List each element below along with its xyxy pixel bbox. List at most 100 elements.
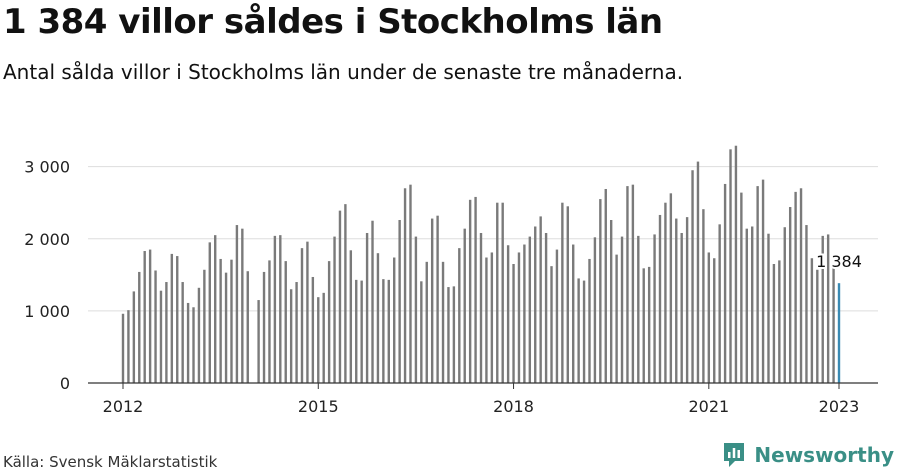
bar xyxy=(642,268,645,383)
bar xyxy=(675,218,678,383)
source-note: Källa: Svensk Mäklarstatistik xyxy=(3,453,218,471)
bar xyxy=(235,225,239,383)
bar xyxy=(447,287,450,383)
bar xyxy=(669,193,673,383)
bar xyxy=(778,260,781,383)
x-tick-label: 2012 xyxy=(103,397,144,416)
bar xyxy=(572,244,575,383)
bar xyxy=(799,188,803,383)
bar xyxy=(696,161,700,383)
bar xyxy=(468,199,472,383)
bar xyxy=(452,286,456,383)
bar xyxy=(257,300,260,383)
bar xyxy=(154,270,157,383)
bar xyxy=(414,236,418,383)
bar xyxy=(203,269,206,383)
bar xyxy=(224,272,228,383)
bar xyxy=(208,242,211,383)
bar xyxy=(729,149,732,383)
bar xyxy=(832,268,835,383)
bar xyxy=(436,215,439,383)
bar xyxy=(664,202,667,383)
bar xyxy=(246,271,249,383)
bar xyxy=(344,204,347,383)
bar xyxy=(420,281,423,383)
bar xyxy=(626,186,629,383)
bar xyxy=(658,214,662,383)
bar xyxy=(355,279,358,383)
annotation-label: 1 384 xyxy=(816,252,862,271)
bar xyxy=(788,207,792,383)
bar xyxy=(539,216,542,383)
bar xyxy=(463,228,466,383)
bar xyxy=(528,236,532,383)
bar xyxy=(685,217,689,383)
bar xyxy=(588,258,591,383)
bar xyxy=(349,250,353,383)
bar xyxy=(132,291,136,383)
bar xyxy=(555,249,559,383)
bar xyxy=(186,302,190,383)
bar xyxy=(121,313,125,383)
bar xyxy=(740,192,743,383)
bar xyxy=(609,220,613,383)
bar xyxy=(268,260,271,383)
brand-logo[interactable]: Newsworthy xyxy=(722,441,894,469)
bar xyxy=(322,292,325,383)
bar xyxy=(138,271,141,383)
bar xyxy=(723,183,727,383)
bar xyxy=(761,179,765,383)
bar xyxy=(300,248,304,383)
bar xyxy=(707,252,711,383)
bar xyxy=(317,297,320,383)
bar xyxy=(284,261,287,383)
bar xyxy=(143,251,146,383)
bar xyxy=(496,202,499,383)
bar xyxy=(816,269,819,383)
bar xyxy=(653,234,656,383)
bar xyxy=(279,235,282,383)
bar xyxy=(631,184,635,383)
bar xyxy=(306,241,309,383)
bar xyxy=(333,236,336,383)
y-tick-label: 2 000 xyxy=(24,230,70,249)
bar xyxy=(713,258,716,383)
bar xyxy=(219,258,222,383)
x-tick-label: 2021 xyxy=(688,397,729,416)
bar xyxy=(615,254,618,383)
bar xyxy=(230,259,233,383)
bar xyxy=(485,257,488,383)
bar xyxy=(534,226,537,383)
bar xyxy=(127,310,130,383)
bar xyxy=(604,188,607,383)
bar-highlight xyxy=(837,283,841,383)
bar xyxy=(371,220,374,383)
bar xyxy=(582,280,586,383)
bar xyxy=(523,244,526,383)
bar xyxy=(566,206,569,383)
bar xyxy=(148,249,152,383)
bar xyxy=(805,225,808,383)
bar xyxy=(620,236,624,383)
bar xyxy=(192,307,195,383)
bar xyxy=(506,245,510,383)
bar xyxy=(376,253,380,383)
bar xyxy=(409,184,412,383)
x-tick-label: 2018 xyxy=(493,397,534,416)
x-tick-label: 2015 xyxy=(298,397,339,416)
newsworthy-logo-icon xyxy=(724,443,745,467)
bar xyxy=(430,218,434,383)
bar xyxy=(241,228,244,383)
bar xyxy=(425,261,428,383)
bar xyxy=(718,224,721,383)
bar xyxy=(550,266,553,383)
bar xyxy=(170,253,174,383)
bar xyxy=(181,282,184,383)
bar xyxy=(295,282,298,383)
bar xyxy=(544,232,548,383)
bar xyxy=(810,258,814,383)
bar xyxy=(197,287,201,383)
bar xyxy=(517,252,521,383)
bar xyxy=(458,248,461,383)
bar xyxy=(360,280,363,383)
